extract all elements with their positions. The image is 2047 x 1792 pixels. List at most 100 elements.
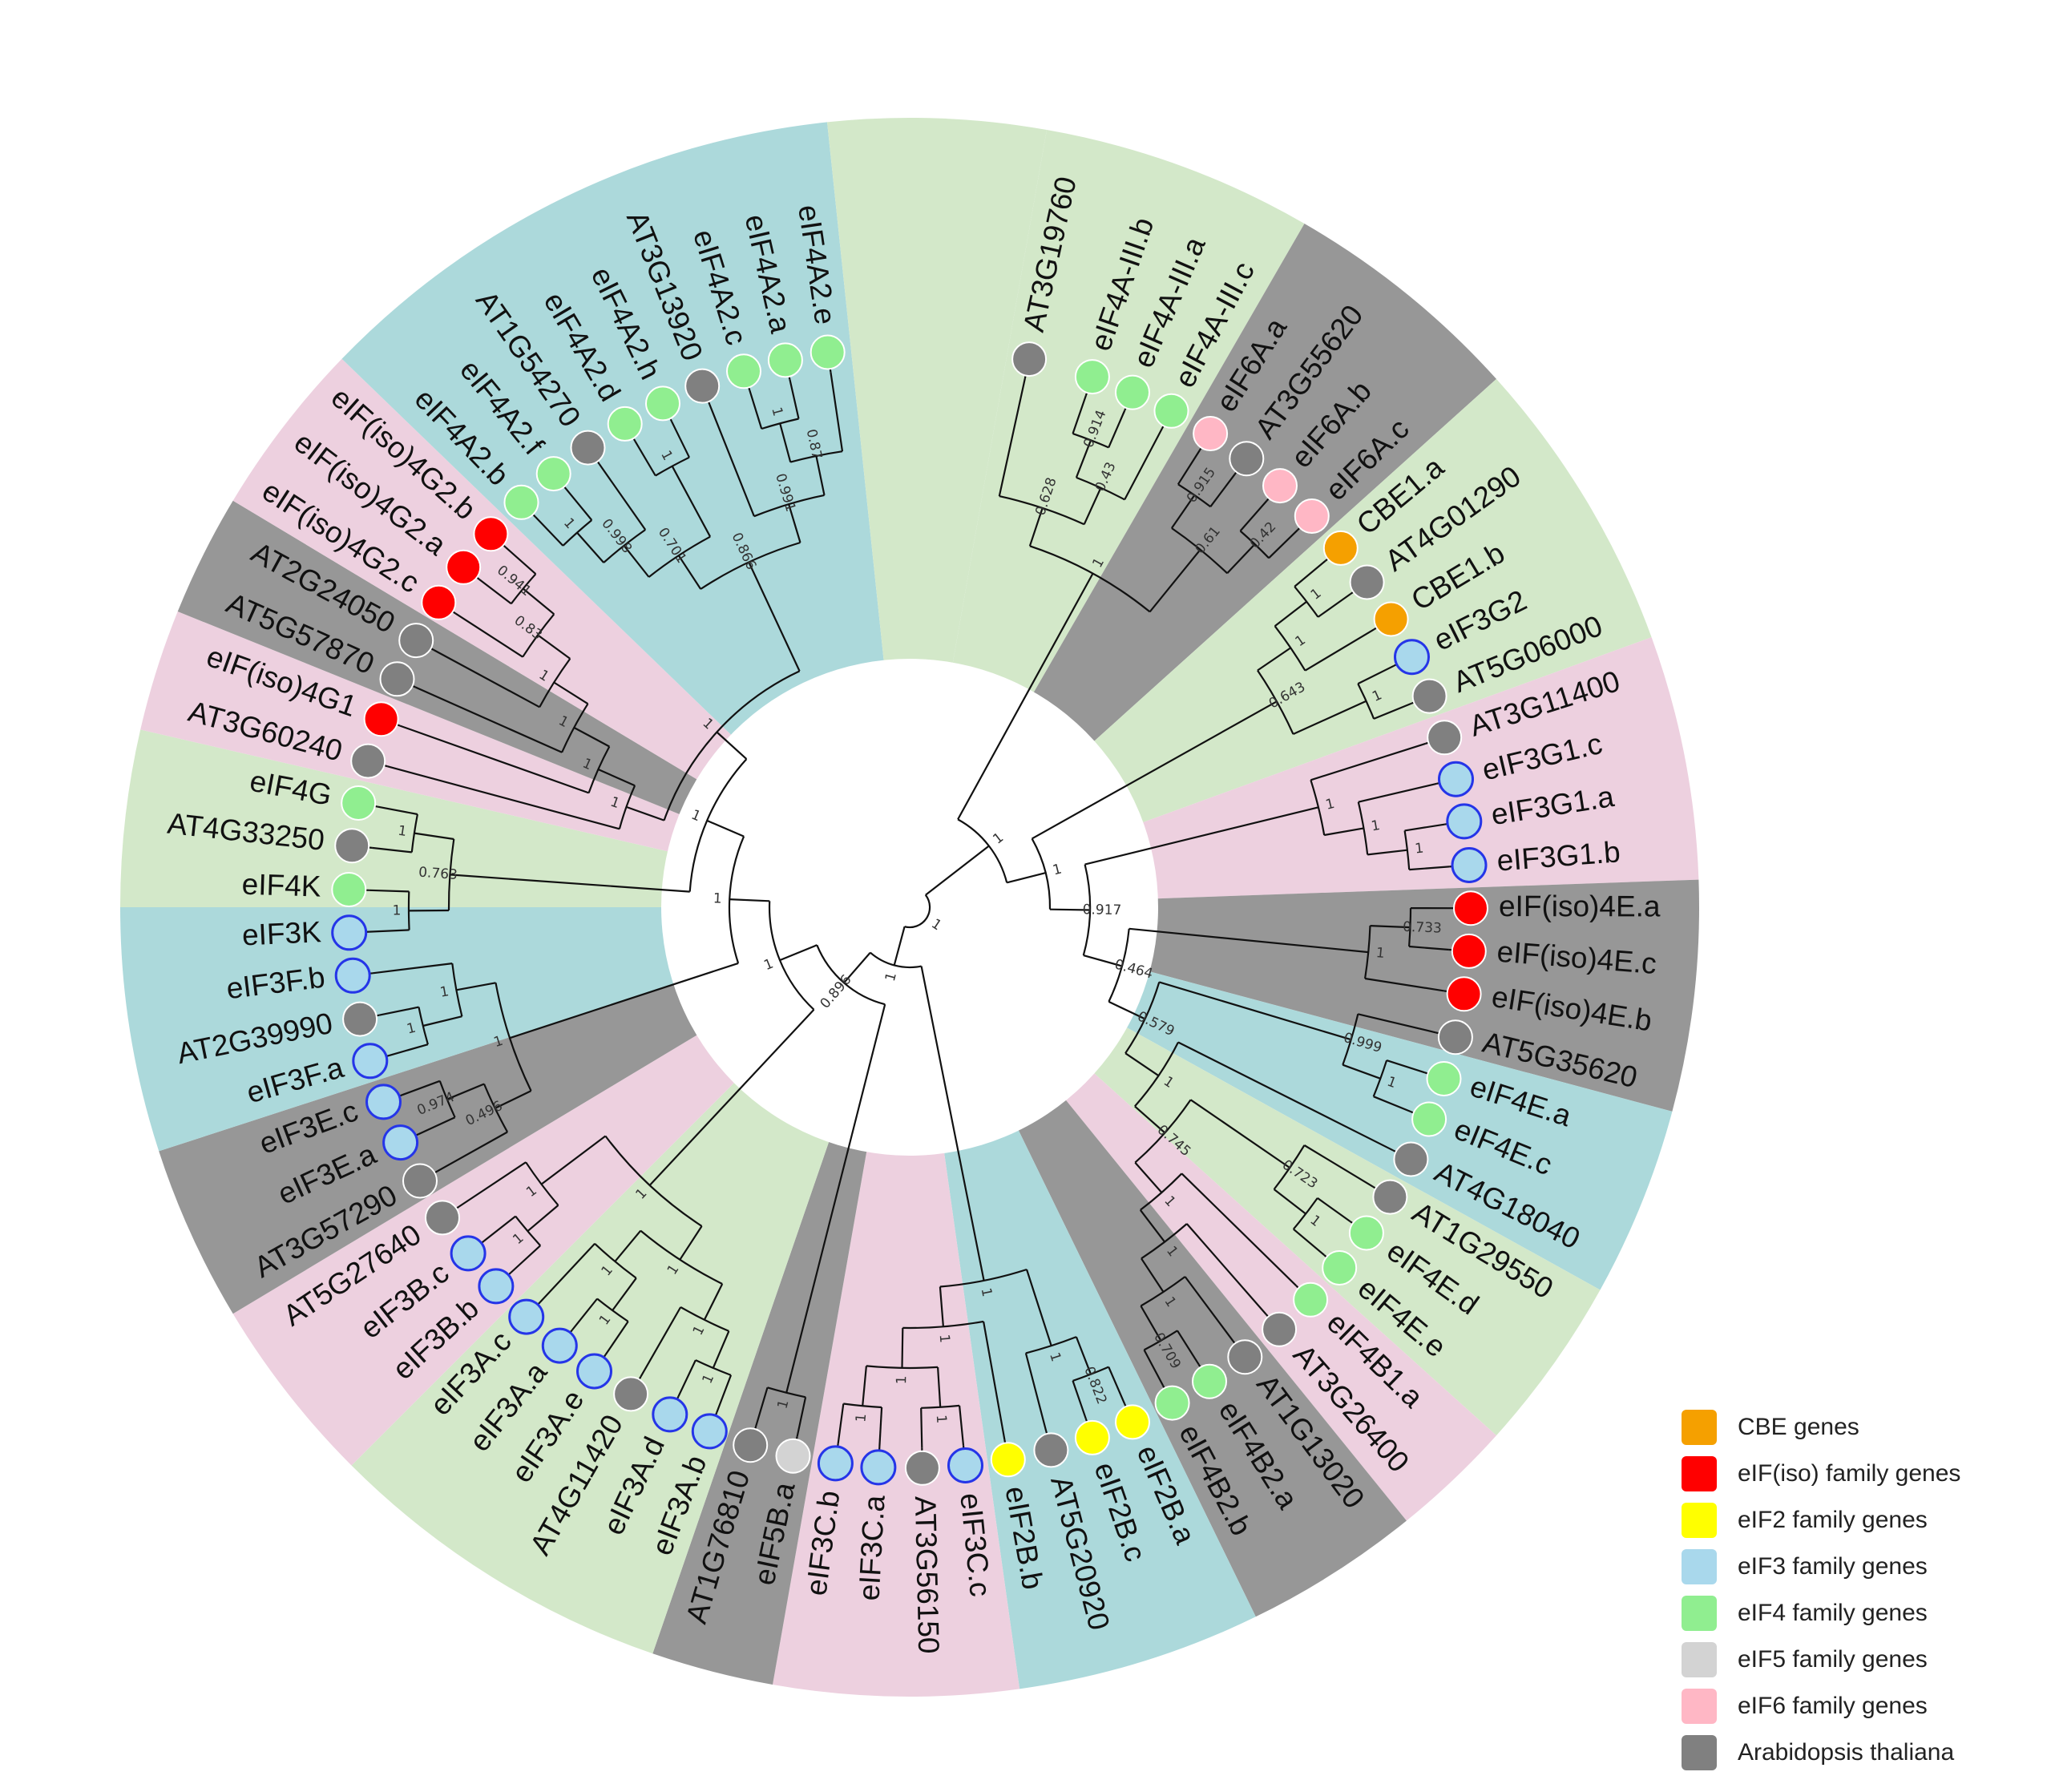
- branch-line: [1293, 1228, 1325, 1256]
- branch-line: [957, 573, 1094, 820]
- tip-marker-eIF(iso)4G2.b: [473, 516, 509, 552]
- tip-marker-eIF3A.c: [508, 1298, 545, 1335]
- bootstrap-value: 1: [713, 890, 722, 906]
- tip-marker-eIF4E.e: [1322, 1250, 1358, 1285]
- branch-line: [1209, 474, 1236, 507]
- legend-swatch: [1682, 1689, 1717, 1724]
- branch-line: [1024, 1353, 1048, 1431]
- legend-swatch: [1682, 1642, 1717, 1677]
- tip-marker-eIF(iso)4E.a: [1453, 890, 1488, 926]
- branch-arc: [939, 1268, 1028, 1288]
- legend-label: eIF(iso) family genes: [1738, 1460, 1961, 1487]
- branch-arc: [1072, 1366, 1109, 1382]
- branch-line: [1028, 507, 1044, 547]
- legend-item: CBE genes: [1682, 1404, 2034, 1451]
- branch-arc: [1072, 433, 1109, 449]
- bootstrap-value: 1: [393, 902, 402, 918]
- tip-marker-AT1G29550: [1372, 1179, 1408, 1215]
- branch-line: [1108, 1000, 1146, 1020]
- bootstrap-value: 1: [1370, 817, 1381, 835]
- branch-arc: [1342, 1014, 1359, 1066]
- branch-line: [565, 488, 593, 521]
- tip-marker-eIF4A-III.a: [1115, 374, 1150, 410]
- tip-marker-eIF2B.c: [1074, 1419, 1110, 1455]
- branch-arc: [753, 494, 825, 518]
- tip-label: eIF3K: [241, 915, 322, 951]
- bootstrap-value: 1: [894, 1375, 910, 1384]
- branch-line: [1108, 1366, 1126, 1404]
- branch-arc: [1124, 982, 1161, 1054]
- tip-marker-eIF3G1.a: [1446, 803, 1483, 840]
- branch-line: [1181, 1172, 1298, 1287]
- tip-marker-AT5G06000: [1411, 678, 1447, 714]
- branch-line: [626, 805, 664, 821]
- branch-arc: [594, 1242, 637, 1279]
- branch-line: [1304, 628, 1375, 672]
- tip-marker-AT2G24050: [398, 623, 434, 659]
- branch-line: [1358, 782, 1437, 803]
- branch-line: [815, 455, 826, 496]
- branch-arc: [1134, 1042, 1179, 1108]
- branch-line: [712, 1330, 730, 1369]
- tip-marker-AT3G60240: [350, 743, 386, 779]
- branch-line: [837, 1403, 845, 1444]
- branch-line: [527, 1205, 559, 1233]
- tip-marker-AT4G11420: [613, 1376, 649, 1412]
- branch-line: [495, 1090, 532, 1109]
- tip-marker-AT4G18040: [1393, 1141, 1429, 1177]
- branch-line: [371, 846, 412, 854]
- branch-line: [573, 726, 610, 748]
- legend-item: eIF2 family genes: [1682, 1497, 2034, 1544]
- branch-line: [1226, 543, 1256, 575]
- legend-label: CBE genes: [1738, 1414, 1859, 1440]
- bootstrap-value: 1: [1324, 796, 1336, 813]
- branch-line: [1185, 1223, 1267, 1315]
- branch-line: [716, 1374, 733, 1413]
- legend-label: eIF4 family genes: [1738, 1600, 1928, 1626]
- branch-line: [1239, 500, 1268, 532]
- branch-line: [634, 440, 656, 477]
- branch-arc: [1029, 545, 1151, 613]
- branch-arc: [663, 670, 801, 821]
- legend-swatch: [1682, 1410, 1717, 1445]
- tip-marker-eIF4E.d: [1348, 1215, 1384, 1251]
- branch-line: [433, 649, 540, 708]
- branch-arc: [688, 758, 748, 892]
- branch-line: [796, 1397, 807, 1437]
- tip-marker-CBE1.a: [1322, 530, 1359, 566]
- branch-line: [437, 1131, 508, 1172]
- branch-arc: [999, 495, 1085, 526]
- clade-sector-22: [827, 118, 1047, 907]
- branch-line: [372, 963, 453, 975]
- tip-marker-eIF4E.a: [1426, 1061, 1462, 1096]
- tip-markers: [331, 334, 1488, 1486]
- branch-arc: [957, 818, 1008, 883]
- bootstrap-value: 0.763: [418, 865, 458, 883]
- branch-arc: [1257, 669, 1294, 735]
- tip-marker-eIF4A2.a: [767, 342, 803, 378]
- tip-marker-eIF4A2.c: [726, 353, 761, 389]
- branch-arc: [1292, 1197, 1318, 1230]
- branch-line: [1370, 925, 1411, 929]
- bootstrap-value: 1: [1414, 840, 1424, 857]
- branch-arc: [728, 836, 745, 964]
- branch-line: [523, 587, 555, 615]
- bootstrap-value: 1: [882, 971, 900, 983]
- branch-arc: [870, 951, 922, 969]
- branch-line: [505, 547, 537, 575]
- branch-arc: [1108, 928, 1130, 1003]
- legend-swatch: [1682, 1596, 1717, 1631]
- bootstrap-value: 1: [936, 1334, 953, 1343]
- branch-line: [925, 845, 990, 896]
- branch-line: [389, 1043, 429, 1056]
- branch-line: [1128, 927, 1369, 954]
- branch-line: [1177, 450, 1201, 485]
- branch-line: [1124, 428, 1163, 500]
- tip-marker-eIF4G: [341, 785, 377, 821]
- tip-marker-eIF3G2: [1394, 639, 1430, 676]
- branch-arc: [816, 944, 886, 1006]
- branch-line: [623, 545, 650, 578]
- branch-line: [1075, 1336, 1092, 1375]
- branch-line: [1143, 1349, 1164, 1386]
- branch-line: [789, 379, 800, 419]
